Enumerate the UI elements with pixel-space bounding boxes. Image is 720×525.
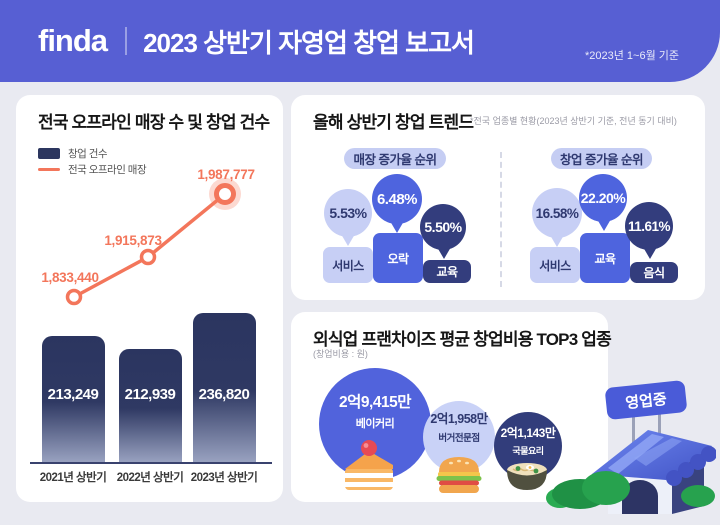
bar-2023 bbox=[193, 313, 256, 463]
value-balloon: 5.53% bbox=[324, 189, 372, 237]
x-axis-line bbox=[30, 462, 272, 464]
cost-panel-note: (창업비용 : 원) bbox=[313, 349, 368, 359]
podium-bar: 교육 bbox=[423, 260, 471, 283]
value-balloon: 22.20% bbox=[579, 174, 627, 222]
value-balloon: 5.50% bbox=[420, 204, 466, 250]
bubble-value: 2억1,958만 bbox=[430, 412, 488, 426]
x-axis-label: 2023년 상반기 bbox=[190, 472, 258, 484]
bar-value-label: 236,820 bbox=[198, 386, 250, 403]
trends-panel-note: *전국 업종별 현황(2023년 상반기 기준, 전년 동기 대비) bbox=[470, 116, 677, 126]
bar-swatch-icon bbox=[38, 147, 60, 159]
soup-bowl-icon bbox=[507, 463, 547, 490]
bar-value-label: 212,939 bbox=[124, 386, 176, 403]
value-balloon: 11.61% bbox=[625, 202, 673, 250]
bubble-category: 국물요리 bbox=[512, 445, 544, 456]
legend-item-bar: 창업 건수 bbox=[38, 145, 146, 161]
header-note: *2023년 1~6월 기준 bbox=[585, 50, 680, 62]
offline-panel-title: 전국 오프라인 매장 수 및 창업 건수 bbox=[38, 113, 270, 132]
balloon-tail bbox=[597, 219, 611, 231]
line-swatch-icon bbox=[38, 167, 60, 171]
podium-bar: 음식 bbox=[630, 262, 678, 283]
x-axis-label: 2021년 상반기 bbox=[39, 472, 107, 484]
chart-legend: 창업 건수 전국 오프라인 매장 bbox=[38, 145, 147, 177]
bar-2022 bbox=[119, 349, 182, 463]
bubble-value: 2억1,143만 bbox=[500, 425, 556, 440]
open-sign-label: 영업중 bbox=[625, 390, 668, 412]
value-balloon: 6.48% bbox=[372, 174, 422, 224]
cost-panel-title: 외식업 프랜차이즈 평균 창업비용 TOP3 업종 bbox=[313, 330, 612, 349]
burger-icon bbox=[436, 457, 482, 493]
trends-panel: 올해 상반기 창업 트렌드 *전국 업종별 현황(2023년 상반기 기준, 전… bbox=[291, 95, 705, 300]
legend-item-line: 전국 오프라인 매장 bbox=[38, 161, 147, 177]
open-sign: 영업중 bbox=[605, 380, 687, 420]
bubble-category: 버거전문점 bbox=[438, 433, 480, 444]
bar-value-label: 213,249 bbox=[47, 386, 99, 403]
balloon-tail bbox=[390, 221, 404, 233]
balloon-tail bbox=[550, 235, 564, 247]
cake-icon bbox=[345, 440, 393, 490]
balloon-tail bbox=[341, 234, 355, 246]
open-store-illustration: 영업중 bbox=[546, 380, 716, 514]
legend-label: 창업 건수 bbox=[68, 147, 108, 160]
group-label-store-growth: 매장 증가율 순위 bbox=[344, 148, 446, 169]
value-balloon: 16.58% bbox=[532, 188, 582, 238]
balloon-tail bbox=[437, 247, 451, 259]
line-point-label: 1,915,873 bbox=[104, 233, 162, 248]
cost-panel: 외식업 프랜차이즈 평균 창업비용 TOP3 업종 (창업비용 : 원) 2억9… bbox=[291, 312, 612, 502]
line-point-label: 1,987,777 bbox=[197, 167, 255, 182]
finda-logo: finda bbox=[38, 23, 108, 58]
bubble-text: 2억9,415만 베이커리 bbox=[339, 390, 411, 431]
x-axis-label: 2022년 상반기 bbox=[116, 472, 184, 484]
podium-bar: 교육 bbox=[580, 233, 630, 283]
bubble-text: 2억1,143만 국물요리 bbox=[501, 424, 556, 457]
group-label-startup-growth: 창업 증가율 순위 bbox=[551, 148, 652, 169]
podium-bar: 서비스 bbox=[323, 247, 373, 283]
offline-stores-panel: 전국 오프라인 매장 수 및 창업 건수 창업 건수 전국 오프라인 매장 21… bbox=[16, 95, 283, 502]
podium-bar: 오락 bbox=[373, 233, 423, 283]
balloon-tail bbox=[643, 247, 657, 259]
bubble-category: 베이커리 bbox=[355, 417, 395, 430]
legend-label: 전국 오프라인 매장 bbox=[68, 163, 147, 176]
line-point-label: 1,833,440 bbox=[41, 270, 99, 285]
page-title: 2023 상반기 자영업 창업 보고서 bbox=[143, 27, 475, 58]
bubble-value: 2억9,415만 bbox=[339, 393, 411, 411]
bubble-text: 2억1,958만 버거전문점 bbox=[430, 408, 488, 444]
trends-panel-title: 올해 상반기 창업 트렌드 bbox=[313, 113, 474, 132]
bar-2021 bbox=[42, 336, 105, 463]
header-bar: finda 2023 상반기 자영업 창업 보고서 *2023년 1~6월 기준 bbox=[0, 0, 720, 82]
header-divider bbox=[125, 27, 128, 55]
group-divider bbox=[500, 152, 502, 287]
podium-bar: 서비스 bbox=[530, 247, 580, 283]
